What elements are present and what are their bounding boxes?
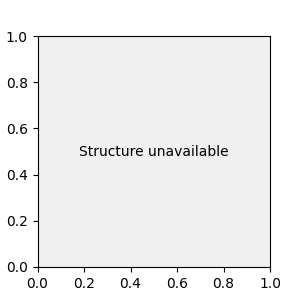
Text: Structure unavailable: Structure unavailable — [79, 145, 229, 158]
